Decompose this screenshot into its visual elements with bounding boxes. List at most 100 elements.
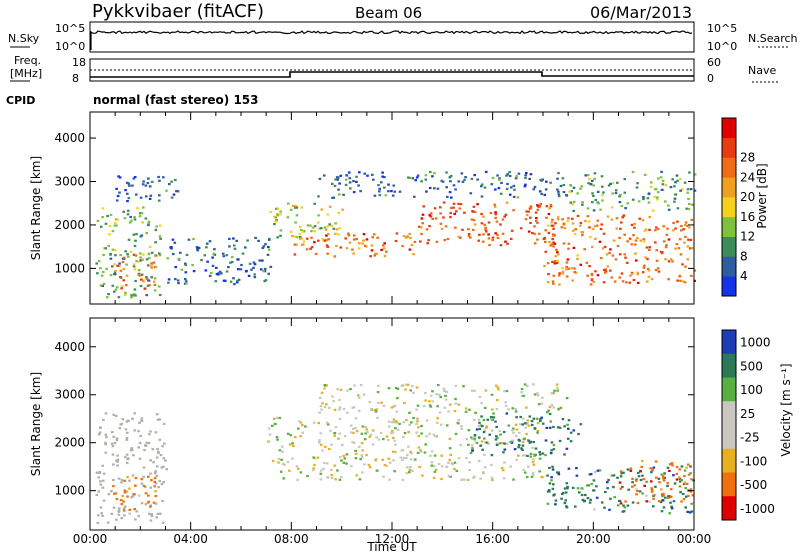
power-cell (606, 215, 610, 218)
velocity-cell (342, 454, 346, 457)
velocity-cell (435, 435, 439, 438)
velocity-cell (98, 431, 102, 434)
velocity-cell (548, 406, 552, 409)
power-cell (111, 284, 115, 287)
velocity-cell (111, 445, 115, 448)
power-cell (351, 248, 354, 251)
power-cell (133, 293, 136, 296)
power-cell (325, 244, 329, 247)
power-cell (647, 192, 651, 195)
velocity-cell (504, 404, 508, 408)
velocity-cell (333, 408, 337, 411)
power-cell (383, 242, 386, 245)
velocity-cell (475, 428, 479, 431)
power-cell (224, 279, 227, 282)
velocity-cell (149, 430, 152, 433)
power-cell (624, 207, 627, 210)
power-cell (562, 191, 566, 194)
velocity-cell (525, 406, 528, 409)
power-cell (305, 237, 309, 240)
power-cell (125, 263, 128, 266)
power-cell (172, 252, 175, 256)
power-cell (601, 185, 604, 188)
velocity-cell (490, 416, 493, 419)
power-cell (572, 209, 575, 212)
velocity-colorbar: Velocity [m s⁻¹] 100050010025-25-100-500… (721, 329, 793, 521)
velocity-cell (593, 508, 596, 511)
velocity-cell (268, 433, 272, 436)
power-cell (655, 259, 659, 262)
velocity-echo-cells (95, 383, 695, 525)
power-cell (688, 202, 691, 206)
power-cell (372, 178, 375, 181)
power-cell (519, 227, 523, 230)
velocity-cell (313, 463, 316, 467)
velocity-cell (138, 421, 141, 424)
power-cell (144, 184, 148, 187)
velocity-cell (142, 484, 146, 488)
velocity-cell (368, 435, 372, 438)
velocity-cell (149, 519, 153, 522)
power-cell (289, 208, 293, 211)
power-cell (146, 284, 150, 287)
velocity-cell (137, 430, 140, 433)
velocity-cell (595, 485, 598, 488)
power-cell (129, 250, 133, 253)
velocity-cell (502, 430, 506, 434)
velocity-cell (626, 504, 630, 507)
velocity-cell (480, 402, 483, 405)
velocity-cell (342, 461, 346, 464)
velocity-cell (146, 501, 150, 504)
power-cell (248, 262, 252, 265)
velocity-cell (382, 438, 385, 441)
velocity-cell (330, 443, 333, 446)
power-cell (664, 258, 667, 261)
velocity-cell (479, 444, 482, 447)
power-cell (262, 270, 265, 273)
velocity-cell (154, 470, 157, 473)
velocity-cell (457, 418, 461, 422)
power-cell (358, 171, 361, 174)
velocity-cell (433, 435, 437, 438)
power-cell (381, 175, 384, 178)
velocity-cell (439, 423, 443, 426)
power-cell (690, 218, 694, 221)
power-cell (317, 195, 320, 198)
velocity-cell (149, 505, 152, 508)
power-cell (495, 220, 499, 223)
power-cell (301, 230, 305, 233)
velocity-cell (466, 478, 470, 481)
power-cell (236, 268, 240, 271)
velocity-cell (641, 492, 644, 495)
velocity-cell (550, 476, 553, 479)
power-cell (662, 225, 665, 228)
power-cell (395, 232, 399, 235)
power-cell (333, 255, 337, 258)
power-cell (634, 259, 638, 262)
range-tick-label: 2000 (54, 436, 85, 450)
power-cell (267, 272, 270, 275)
velocity-cell (319, 472, 323, 475)
power-cell (147, 177, 150, 180)
velocity-cell (450, 462, 454, 465)
power-cell (433, 207, 437, 210)
power-cell (180, 268, 184, 271)
power-cell (554, 222, 557, 225)
power-cell (590, 272, 594, 276)
velocity-cell (392, 436, 395, 439)
velocity-cell (566, 485, 569, 488)
power-cell (119, 269, 123, 272)
power-cell (218, 270, 222, 273)
power-cell (624, 256, 627, 259)
power-cell (504, 213, 508, 216)
power-cell (352, 180, 355, 183)
power-cell (348, 181, 352, 184)
velocity-cell (298, 420, 301, 423)
power-cell (124, 291, 127, 294)
freq-trace (90, 71, 694, 78)
power-cell (135, 233, 138, 236)
power-cell (498, 177, 501, 180)
power-cell (454, 226, 457, 229)
power-cell (258, 259, 261, 262)
velocity-cell (390, 406, 394, 409)
